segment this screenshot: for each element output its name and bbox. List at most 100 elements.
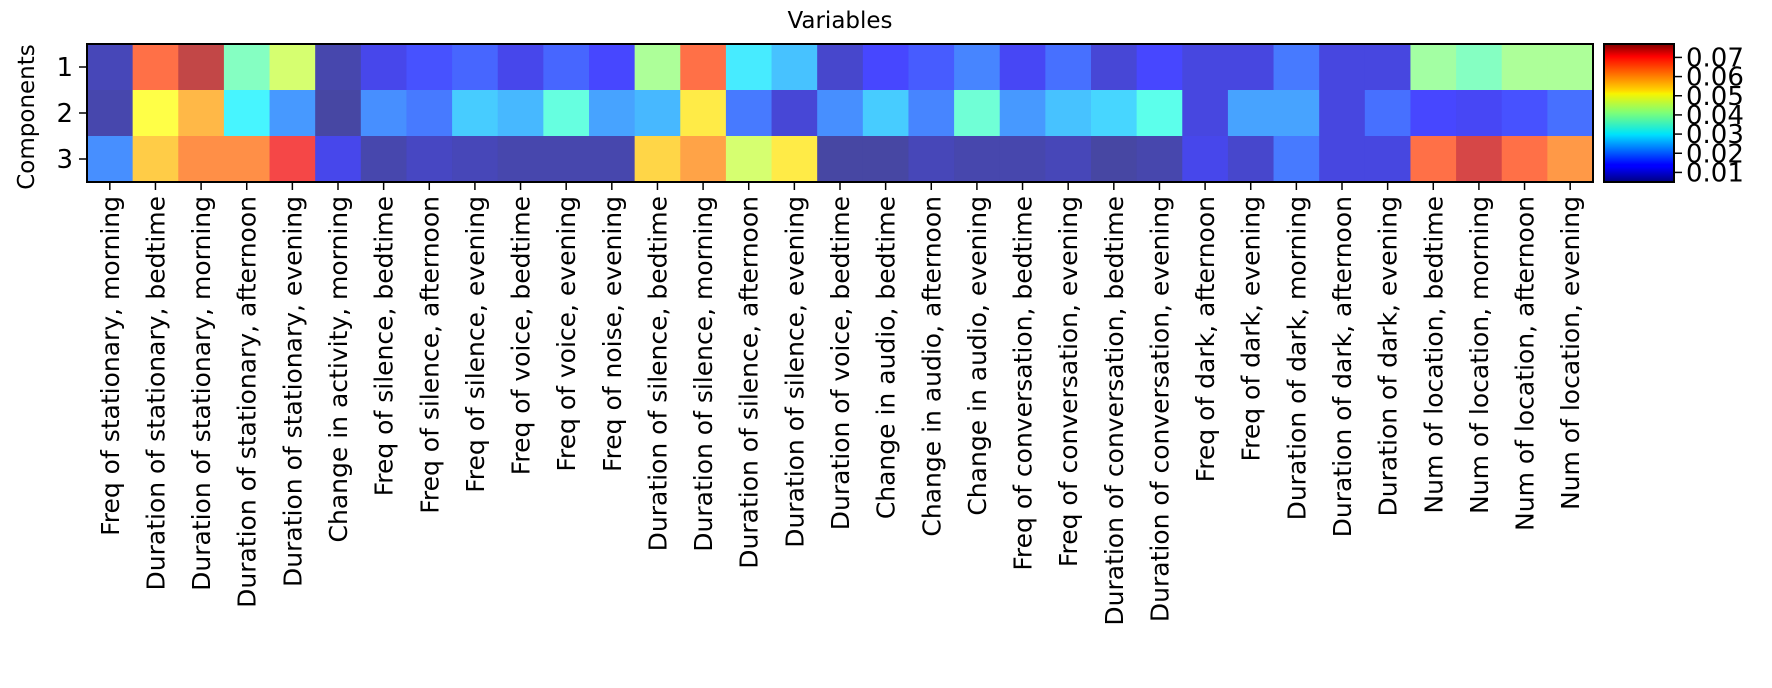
- heatmap-cell-r2-c20: [954, 90, 1001, 137]
- heatmap-cell-r3-c2: [132, 136, 179, 183]
- heatmap-cell-r3-c18: [862, 136, 910, 183]
- x-tick-label: Change in activity, morning: [324, 196, 353, 542]
- heatmap-cell-r3-c14: [680, 136, 727, 183]
- heatmap-cell-r3-c25: [1182, 136, 1229, 183]
- heatmap-cell-r1-c9: [452, 44, 499, 91]
- heatmap-cell-r3-c8: [406, 136, 453, 183]
- x-tick-label: Freq of noise, evening: [598, 196, 627, 472]
- x-tick-label: Change in audio, evening: [963, 196, 992, 516]
- x-tick-label: Freq of silence, afternoon: [415, 196, 444, 514]
- heatmap-cell-r2-c14: [680, 90, 727, 137]
- colorbar-tick-label: 0.06: [1686, 63, 1744, 93]
- x-tick-label: Duration of voice, bedtime: [826, 196, 855, 530]
- x-tick-label: Freq of conversation, bedtime: [1009, 196, 1038, 571]
- heatmap-cell-r1-c1: [87, 44, 134, 91]
- heatmap-cell-r1-c30: [1410, 44, 1457, 91]
- heatmap-cell-r1-c24: [1136, 44, 1183, 91]
- x-tick-label: Change in audio, afternoon: [917, 196, 946, 537]
- heatmap-cell-r1-c7: [360, 44, 408, 91]
- heatmap-cell-r2-c12: [589, 90, 636, 137]
- heatmap-cell-r3-c3: [178, 136, 225, 183]
- colorbar-tick-label: 0.02: [1686, 139, 1744, 169]
- x-tick-label: Duration of dark, evening: [1374, 196, 1403, 516]
- x-axis-ticks: Freq of stationary, morning Duration of s…: [96, 182, 1585, 626]
- x-tick-label: Num of location, bedtime: [1419, 196, 1448, 514]
- heatmap-cell-r2-c29: [1364, 90, 1412, 137]
- heatmap-cell-r2-c32: [1501, 90, 1548, 137]
- heatmap-cell-r3-c17: [817, 136, 864, 183]
- heatmap-cell-r2-c15: [725, 90, 773, 137]
- x-tick-label: Duration of stationary, evening: [278, 196, 307, 587]
- x-tick-label: Change in audio, bedtime: [872, 196, 901, 519]
- heatmap-cell-r3-c27: [1273, 136, 1320, 183]
- heatmap-cell-r2-c10: [497, 90, 544, 137]
- heatmap-cell-r2-c22: [1045, 90, 1092, 137]
- x-tick-label: Duration of silence, morning: [689, 196, 718, 552]
- heatmap-cell-r2-c8: [406, 90, 453, 137]
- heatmap-cell-r1-c25: [1182, 44, 1229, 91]
- heatmap-cell-r3-c10: [497, 136, 544, 183]
- heatmap-cell-r1-c13: [634, 44, 681, 91]
- heatmap-cell-r1-c2: [132, 44, 179, 91]
- heatmap-cell-r3-c21: [999, 136, 1046, 183]
- x-tick-label: Duration of conversation, evening: [1145, 196, 1174, 622]
- heatmap-cell-r3-c26: [1227, 136, 1275, 183]
- colorbar: [1603, 43, 1675, 183]
- heatmap-cell-r2-c18: [862, 90, 910, 137]
- heatmap-cell-r3-c13: [634, 136, 681, 183]
- heatmap-cell-r1-c28: [1319, 44, 1366, 91]
- heatmap-cell-r3-c32: [1501, 136, 1548, 183]
- x-tick-label: Freq of dark, afternoon: [1191, 196, 1220, 482]
- heatmap-cell-r3-c5: [269, 136, 316, 183]
- heatmap-cell-r1-c17: [817, 44, 864, 91]
- heatmap-cell-r2-c17: [817, 90, 864, 137]
- x-tick-label: Duration of silence, bedtime: [643, 196, 672, 551]
- x-tick-label: Num of location, afternoon: [1511, 196, 1540, 531]
- heatmap-cell-r2-c2: [132, 90, 179, 137]
- heatmap-cell-r3-c1: [87, 136, 134, 183]
- heatmap-cell-r2-c21: [999, 90, 1046, 137]
- heatmap-cell-r3-c11: [543, 136, 590, 183]
- heatmap-cell-r2-c6: [315, 90, 362, 137]
- heatmap-cell-r2-c19: [908, 90, 955, 137]
- x-tick-label: Duration of dark, afternoon: [1328, 196, 1357, 537]
- y-tick-label: 3: [56, 145, 73, 175]
- x-tick-label: Freq of silence, evening: [461, 196, 490, 493]
- heatmap-cell-r3-c4: [223, 136, 271, 183]
- heatmap-cell-r1-c26: [1227, 44, 1275, 91]
- x-tick-label: Freq of voice, evening: [552, 196, 581, 472]
- heatmap-cell-r2-c27: [1273, 90, 1320, 137]
- x-tick-label: Freq of voice, bedtime: [507, 196, 536, 475]
- heatmap-cell-r2-c9: [452, 90, 499, 137]
- heatmap-cell-r3-c12: [589, 136, 636, 183]
- heatmap-cell-r2-c33: [1547, 90, 1594, 137]
- heatmap-cell-r3-c16: [771, 136, 818, 183]
- heatmap-cell-r1-c3: [178, 44, 225, 91]
- heatmap-cell-r1-c33: [1547, 44, 1594, 91]
- heatmap-cell-r1-c27: [1273, 44, 1320, 91]
- y-tick-label: 1: [56, 53, 73, 83]
- y-axis-label: Components: [14, 44, 40, 190]
- heatmap-cell-r2-c30: [1410, 90, 1457, 137]
- heatmap-cell-r1-c10: [497, 44, 544, 91]
- heatmap-cell-r2-c24: [1136, 90, 1183, 137]
- heatmap-cell-r3-c7: [360, 136, 408, 183]
- heatmap-cell-r1-c21: [999, 44, 1046, 91]
- heatmap-cell-r3-c6: [315, 136, 362, 183]
- x-tick-label: Num of location, evening: [1556, 196, 1585, 510]
- x-tick-label: Duration of stationary, afternoon: [233, 196, 262, 608]
- heatmap-cell-r3-c15: [725, 136, 773, 183]
- heatmap-cell-r2-c25: [1182, 90, 1229, 137]
- x-tick-label: Duration of silence, evening: [780, 196, 809, 548]
- x-tick-label: Duration of silence, afternoon: [735, 196, 764, 569]
- y-axis-ticks: 1 2 3: [56, 53, 87, 175]
- heatmap-cell-r3-c30: [1410, 136, 1457, 183]
- heatmap-cell-r1-c29: [1364, 44, 1412, 91]
- heatmap-cell-r2-c31: [1456, 90, 1503, 137]
- colorbar-ticks: 0.010.020.030.040.050.060.07: [1674, 43, 1744, 188]
- heatmap-cell-r2-c16: [771, 90, 818, 137]
- heatmap-cell-r3-c23: [1091, 136, 1138, 183]
- x-tick-label: Num of location, morning: [1465, 196, 1494, 514]
- heatmap-cell-r1-c5: [269, 44, 316, 91]
